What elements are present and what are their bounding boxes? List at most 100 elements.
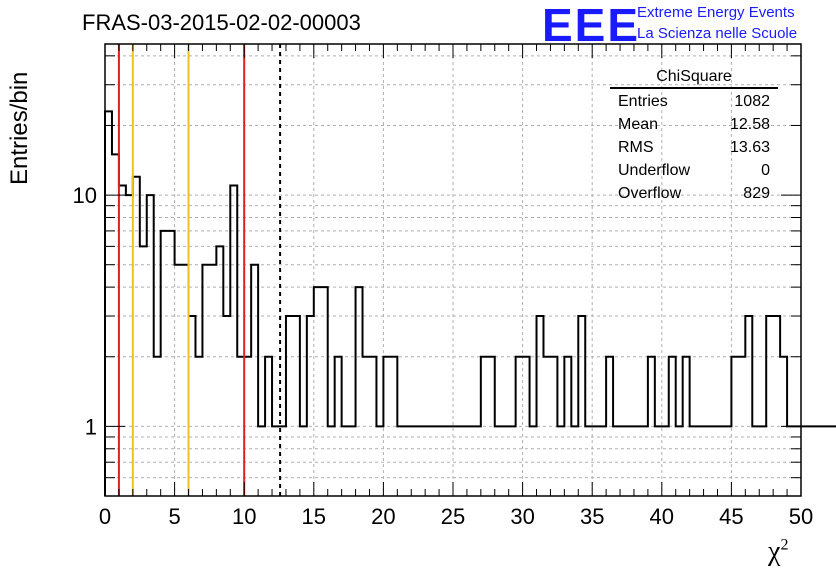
y-tick-label: 10 <box>73 183 97 208</box>
histogram-bin <box>425 426 432 496</box>
histogram-bin <box>286 316 293 496</box>
x-tick-label: 30 <box>510 504 534 529</box>
histogram-bin <box>620 426 627 496</box>
x-axis-label: χ2 <box>768 536 789 567</box>
histogram-bin <box>537 316 544 496</box>
histogram-bin <box>251 265 258 496</box>
histogram-bin <box>502 426 509 496</box>
y-tick-label: 1 <box>85 414 97 439</box>
histogram-bin <box>383 357 390 496</box>
histogram-bin <box>543 357 550 496</box>
histogram-bin <box>293 316 300 496</box>
y-axis-label: Entries/bin <box>6 71 33 185</box>
histogram-bin <box>460 426 467 496</box>
histogram-bin <box>432 426 439 496</box>
histogram-bin <box>738 357 745 496</box>
stats-row-overflow: Overflow 829 <box>618 185 770 202</box>
histogram-bin <box>488 357 495 496</box>
x-tick-label: 5 <box>168 504 180 529</box>
histogram-bin <box>655 426 662 496</box>
histogram-bin <box>369 357 376 496</box>
stats-box: ChiSquare Entries 1082 Mean 12.58 RMS 13.63… <box>610 68 778 205</box>
histogram-bin <box>258 426 265 496</box>
histogram-bin <box>300 426 307 496</box>
stats-row-underflow: Underflow 0 <box>618 162 770 179</box>
histogram-bin <box>648 357 655 496</box>
histogram-bin <box>662 426 669 496</box>
histogram-bin <box>390 357 397 496</box>
histogram-bin <box>133 177 140 496</box>
histogram-bin <box>634 426 641 496</box>
histogram-bin <box>168 231 175 496</box>
histogram-bin <box>147 195 154 496</box>
logo-line-1: Extreme Energy Events <box>637 4 795 21</box>
histogram-bin <box>613 426 620 496</box>
histogram-bin <box>105 111 112 496</box>
histogram-bin <box>516 357 523 496</box>
histogram-bin <box>453 426 460 496</box>
histogram-bin <box>474 426 481 496</box>
histogram-bin <box>641 426 648 496</box>
logo-line-2: La Scienza nelle Scuole <box>637 25 798 42</box>
histogram-bin <box>745 316 752 496</box>
histogram-bin <box>265 357 272 496</box>
histogram-bin <box>244 357 251 496</box>
histogram-bin <box>272 426 279 496</box>
histogram-bin <box>773 316 780 496</box>
histogram-bin <box>404 426 411 496</box>
histogram-bin <box>724 426 731 496</box>
histogram-bin <box>230 186 237 496</box>
histogram-bin <box>766 316 773 496</box>
histogram-bin <box>342 426 349 496</box>
histogram-bin <box>397 426 404 496</box>
histogram-bin <box>411 426 418 496</box>
histogram-bin <box>530 426 537 496</box>
histogram-bin <box>585 426 592 496</box>
stats-row-entries: Entries 1082 <box>618 93 770 110</box>
histogram-bin <box>209 265 216 496</box>
eee-logo: EEE <box>542 0 641 51</box>
histogram-bin <box>376 426 383 496</box>
histogram-bin <box>676 426 683 496</box>
histogram-bin <box>189 316 196 496</box>
histogram-bin <box>356 287 363 496</box>
histogram-bin <box>578 316 585 496</box>
histogram-bin <box>550 357 557 496</box>
x-tick-label: 50 <box>789 504 813 529</box>
histogram-bin <box>717 426 724 496</box>
histogram-bin <box>328 426 335 496</box>
histogram-bin <box>592 426 599 496</box>
histogram-bin <box>731 357 738 496</box>
x-tick-label: 40 <box>650 504 674 529</box>
x-tick-label: 15 <box>302 504 326 529</box>
histogram-bin <box>752 426 759 496</box>
histogram-bin <box>509 426 516 496</box>
histogram-bin <box>523 357 530 496</box>
histogram-bin <box>161 231 168 496</box>
histogram-bin <box>571 426 578 496</box>
histogram-bin <box>495 426 502 496</box>
histogram-bin <box>237 357 244 496</box>
histogram-bin <box>801 426 808 496</box>
histogram-bin <box>321 287 328 496</box>
histogram-bin <box>314 287 321 496</box>
histogram-bin <box>363 357 370 496</box>
histogram-bin <box>307 316 314 496</box>
histogram-bin <box>690 426 697 496</box>
histogram-bin <box>599 426 606 496</box>
histogram-bin <box>119 186 126 496</box>
histogram-bin <box>202 265 209 496</box>
histogram-bin <box>815 426 822 496</box>
histogram-bin <box>557 426 564 496</box>
x-tick-label: 20 <box>371 504 395 529</box>
x-tick-label: 0 <box>99 504 111 529</box>
histogram-bin <box>808 426 815 496</box>
histogram-bin <box>439 426 446 496</box>
stats-row-mean: Mean 12.58 <box>618 116 770 133</box>
histogram-bin <box>216 246 223 496</box>
histogram-bin <box>829 426 836 496</box>
histogram-bin <box>349 426 356 496</box>
histogram-bin <box>822 426 829 496</box>
histogram-bin <box>697 426 704 496</box>
histogram-bin <box>195 357 202 496</box>
